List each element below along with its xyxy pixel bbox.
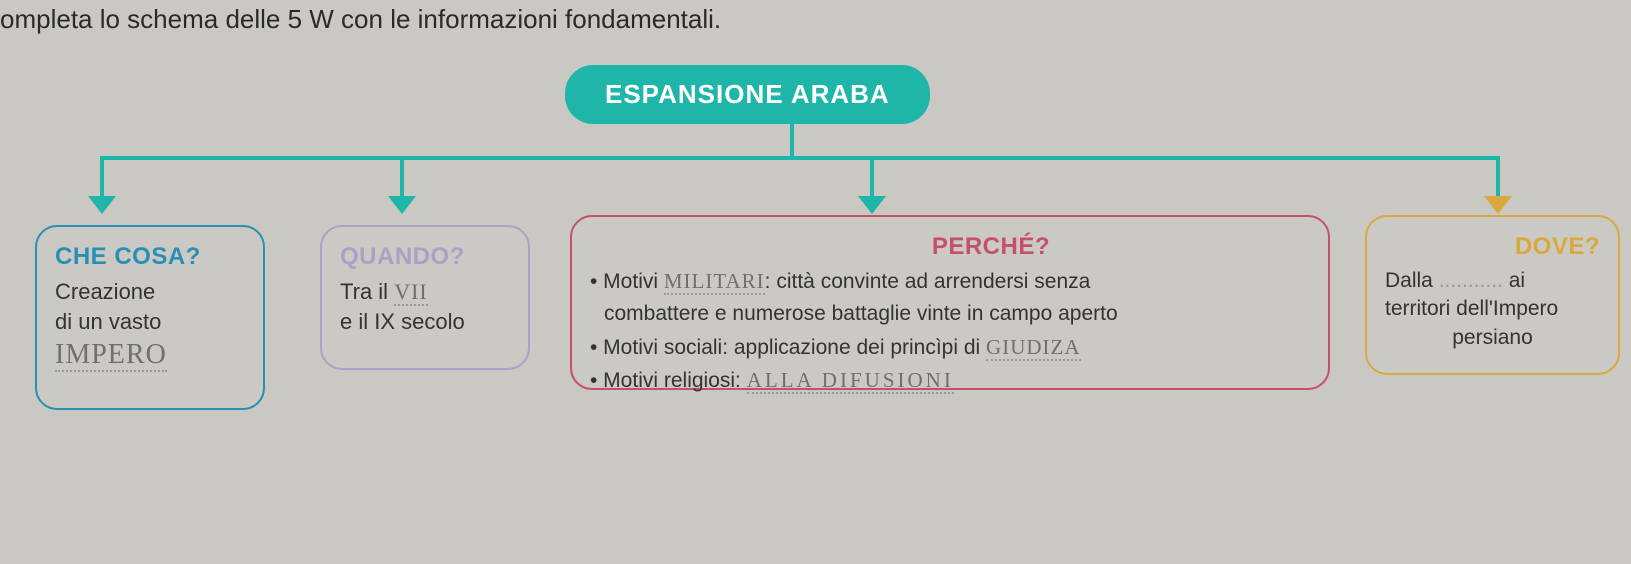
bullet-item-cont: combattere e numerose battaglie vinte in… <box>590 300 1310 328</box>
text: persiano <box>1385 324 1600 352</box>
text: di un vasto <box>55 309 161 334</box>
dotted-blank: ........... <box>1439 269 1503 292</box>
perche-title: PERCHÉ? <box>590 233 1310 261</box>
diagram-title: ESPANSIONE ARABA <box>565 65 930 124</box>
connector-line <box>100 156 104 198</box>
perche-text: • Motivi MILITARI: città convinte ad arr… <box>590 267 1310 395</box>
connector-line <box>790 124 794 156</box>
che-cosa-title: CHE COSA? <box>55 243 245 271</box>
handwritten-blank: VII <box>394 279 428 306</box>
connector-line <box>870 156 874 198</box>
text: Dalla ........... ai <box>1385 269 1525 292</box>
text: e il IX secolo <box>340 309 465 334</box>
instruction-text: ompleta lo schema delle 5 W con le infor… <box>0 4 721 35</box>
connector-line <box>400 156 404 198</box>
arrow-down-icon <box>88 196 116 214</box>
che-cosa-box: CHE COSA? Creazione di un vasto IMPERO <box>35 225 265 410</box>
dove-box: DOVE? Dalla ........... ai territori del… <box>1365 215 1620 375</box>
connector-line <box>100 156 1500 160</box>
handwritten-blank: GIUDIZA <box>986 335 1080 361</box>
handwritten-blank: IMPERO <box>55 339 167 372</box>
handwritten-blank: ALLA DIFUSIONI <box>747 368 954 394</box>
text: Creazione <box>55 279 155 304</box>
bullet-item: • Motivi religiosi: ALLA DIFUSIONI <box>590 366 1310 395</box>
arrow-down-icon <box>388 196 416 214</box>
perche-box: PERCHÉ? • Motivi MILITARI: città convint… <box>570 215 1330 390</box>
text: territori dell'Impero <box>1385 297 1558 320</box>
connector-line <box>1496 156 1500 198</box>
arrow-down-icon <box>1484 196 1512 214</box>
bullet-item: • Motivi MILITARI: città convinte ad arr… <box>590 267 1310 296</box>
dove-text: Dalla ........... ai territori dell'Impe… <box>1385 267 1600 352</box>
quando-box: QUANDO? Tra il VII e il IX secolo <box>320 225 530 370</box>
dove-title: DOVE? <box>1385 233 1600 261</box>
quando-title: QUANDO? <box>340 243 510 271</box>
handwritten-blank: MILITARI <box>664 269 765 295</box>
arrow-down-icon <box>858 196 886 214</box>
che-cosa-text: Creazione di un vasto IMPERO <box>55 277 245 374</box>
bullet-item: • Motivi sociali: applicazione dei princ… <box>590 333 1310 362</box>
quando-text: Tra il VII e il IX secolo <box>340 277 510 336</box>
text: Tra il VII <box>340 279 428 306</box>
